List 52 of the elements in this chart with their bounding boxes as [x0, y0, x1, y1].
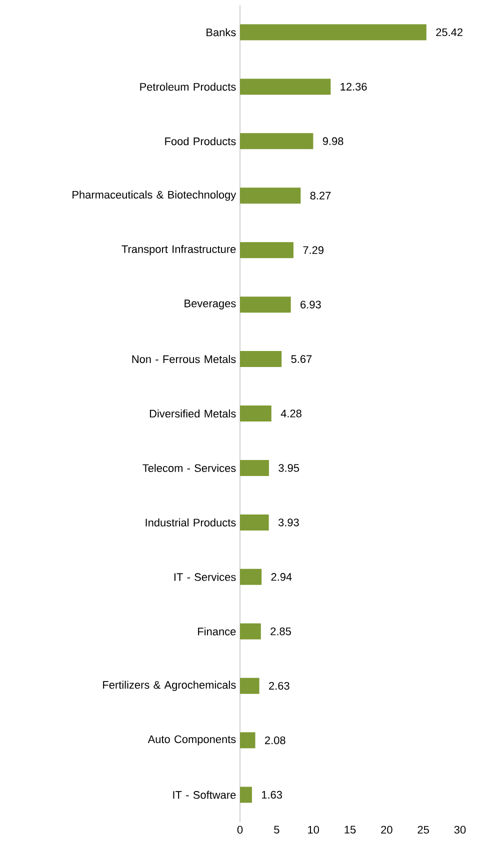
x-tick-label: 0: [237, 826, 243, 834]
y-tick-label: Diversified Metals: [150, 409, 236, 418]
bar: [240, 786, 252, 803]
y-tick-label: Telecom - Services: [142, 464, 236, 472]
y-tick-label: IT - Services: [174, 572, 236, 581]
bar: [240, 242, 294, 258]
data-label: 5.67: [291, 355, 312, 363]
bar: [240, 568, 262, 585]
x-tick-label: 5: [274, 826, 280, 834]
data-label: 25.42: [436, 28, 462, 36]
y-tick-label: Petroleum Products: [140, 82, 236, 91]
data-label: 1.63: [262, 790, 282, 799]
bar: [240, 406, 272, 422]
bar: [240, 514, 269, 530]
data-label: 12.36: [340, 82, 367, 91]
x-tick-label: 30: [454, 826, 466, 834]
data-label: 3.93: [278, 518, 299, 526]
y-tick-label: Finance: [198, 627, 236, 636]
bar: [240, 133, 314, 150]
bar: [240, 623, 261, 640]
x-tick-label: 20: [381, 826, 392, 834]
data-label: 9.98: [322, 137, 344, 146]
data-label: 2.63: [269, 682, 290, 690]
data-label: 2.85: [270, 628, 291, 636]
x-tick-label: 25: [418, 826, 429, 834]
y-tick-label: Industrial Products: [146, 518, 236, 526]
bar: [240, 351, 282, 368]
x-tick-label: 10: [308, 826, 319, 834]
y-tick-label: Transport Infrastructure: [122, 245, 236, 256]
bar: [240, 188, 301, 204]
y-tick-label: Beverages: [184, 300, 236, 310]
bar: [240, 460, 269, 476]
data-label: 8.27: [310, 192, 331, 200]
y-tick-label: Banks: [206, 28, 236, 36]
bar: [240, 296, 291, 313]
y-tick-label: Non - Ferrous Metals: [132, 355, 236, 364]
data-label: 6.93: [300, 300, 321, 308]
y-tick-label: Fertilizers & Agrochemicals: [103, 680, 236, 691]
bar: [240, 678, 260, 694]
y-tick-label: Pharmaceuticals & Biotechnology: [72, 190, 236, 201]
bar: [240, 732, 256, 748]
y-tick-label: IT - Software: [173, 790, 236, 799]
x-tick-label: 15: [344, 826, 356, 834]
y-tick-label: Food Products: [165, 137, 236, 146]
bar: [240, 78, 331, 95]
y-tick-label: Auto Components: [148, 735, 236, 746]
data-label: 3.95: [278, 464, 300, 472]
data-label: 7.29: [303, 246, 324, 254]
bar: [240, 24, 426, 40]
data-label: 4.28: [280, 410, 302, 418]
data-label: 2.94: [271, 573, 292, 581]
data-label: 2.08: [265, 736, 286, 744]
